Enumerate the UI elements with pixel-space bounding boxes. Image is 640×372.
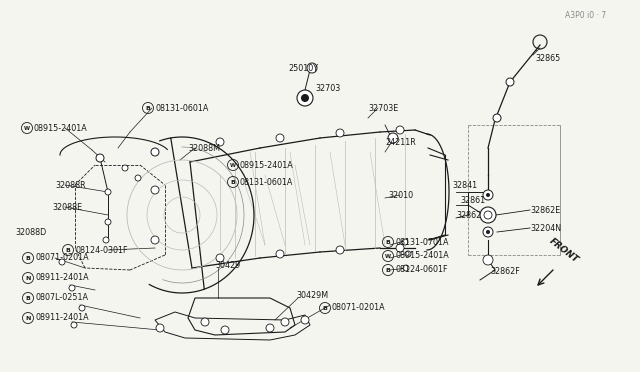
Text: 32862E: 32862E [530, 205, 560, 215]
Text: 08911-2401A: 08911-2401A [35, 273, 88, 282]
Circle shape [276, 250, 284, 258]
Text: 32861: 32861 [460, 196, 485, 205]
Circle shape [216, 138, 224, 146]
Circle shape [301, 316, 309, 324]
Text: 08915-2401A: 08915-2401A [34, 124, 88, 132]
Text: N: N [26, 276, 31, 280]
Circle shape [281, 318, 289, 326]
Circle shape [201, 318, 209, 326]
Circle shape [493, 114, 501, 122]
Text: 32204N: 32204N [530, 224, 561, 232]
Text: 24211R: 24211R [385, 138, 416, 147]
Text: 32862: 32862 [456, 211, 481, 219]
Text: 32088D: 32088D [15, 228, 46, 237]
Circle shape [336, 129, 344, 137]
Text: 08915-2401A: 08915-2401A [240, 160, 294, 170]
Circle shape [151, 236, 159, 244]
Circle shape [59, 259, 65, 265]
Circle shape [402, 239, 408, 245]
Circle shape [79, 305, 85, 311]
Text: 32088R: 32088R [55, 180, 86, 189]
Text: 08131-0601A: 08131-0601A [240, 177, 293, 186]
Text: 32703E: 32703E [368, 103, 398, 112]
Text: 30429M: 30429M [296, 291, 328, 299]
Circle shape [276, 134, 284, 142]
Text: 32862F: 32862F [490, 267, 520, 276]
Circle shape [396, 126, 404, 134]
Circle shape [483, 227, 493, 237]
Text: 08911-2401A: 08911-2401A [35, 314, 88, 323]
Circle shape [483, 190, 493, 200]
Text: B: B [26, 295, 31, 301]
Text: W: W [385, 253, 391, 259]
Text: N: N [26, 315, 31, 321]
Text: 08071-0201A: 08071-0201A [332, 304, 386, 312]
Circle shape [103, 237, 109, 243]
Circle shape [301, 94, 309, 102]
Circle shape [483, 255, 493, 265]
Circle shape [486, 230, 490, 234]
Circle shape [151, 148, 159, 156]
Text: 32865: 32865 [535, 54, 560, 62]
Circle shape [480, 207, 496, 223]
Text: 08124-0301F: 08124-0301F [75, 246, 127, 254]
Circle shape [396, 244, 404, 252]
Text: FRONT: FRONT [548, 237, 580, 265]
Circle shape [71, 322, 77, 328]
Circle shape [105, 189, 111, 195]
Text: 32088M: 32088M [188, 144, 220, 153]
Circle shape [405, 251, 411, 257]
Circle shape [307, 63, 317, 73]
Text: 08131-0701A: 08131-0701A [395, 237, 449, 247]
Circle shape [506, 78, 514, 86]
Text: 32010: 32010 [388, 190, 413, 199]
Text: 08131-0601A: 08131-0601A [155, 103, 209, 112]
Circle shape [388, 133, 398, 143]
Circle shape [486, 193, 490, 197]
Circle shape [297, 90, 313, 106]
Circle shape [151, 186, 159, 194]
Circle shape [105, 219, 111, 225]
Text: B: B [385, 267, 390, 273]
Text: B: B [145, 106, 150, 110]
Circle shape [69, 285, 75, 291]
Text: B: B [26, 256, 31, 260]
Text: 08124-0601F: 08124-0601F [395, 266, 447, 275]
Circle shape [135, 175, 141, 181]
Text: B: B [385, 240, 390, 244]
Circle shape [96, 154, 104, 162]
Text: 32841: 32841 [452, 180, 477, 189]
Text: 32703: 32703 [315, 83, 340, 93]
Text: 25010Y: 25010Y [288, 64, 318, 73]
Text: 30429: 30429 [215, 260, 240, 269]
Text: A3P0 i0 · 7: A3P0 i0 · 7 [565, 10, 606, 19]
Text: B: B [323, 305, 328, 311]
Circle shape [216, 254, 224, 262]
Circle shape [221, 326, 229, 334]
Circle shape [156, 324, 164, 332]
Circle shape [403, 265, 409, 271]
Text: 0807L-0251A: 0807L-0251A [35, 294, 88, 302]
Text: B: B [65, 247, 70, 253]
Circle shape [122, 165, 128, 171]
Circle shape [266, 324, 274, 332]
Text: 08915-2401A: 08915-2401A [395, 251, 449, 260]
Text: W: W [24, 125, 30, 131]
Text: W: W [230, 163, 236, 167]
Text: 32088E: 32088E [52, 202, 82, 212]
Circle shape [336, 246, 344, 254]
Text: 08071-0201A: 08071-0201A [35, 253, 88, 263]
Text: B: B [230, 180, 236, 185]
